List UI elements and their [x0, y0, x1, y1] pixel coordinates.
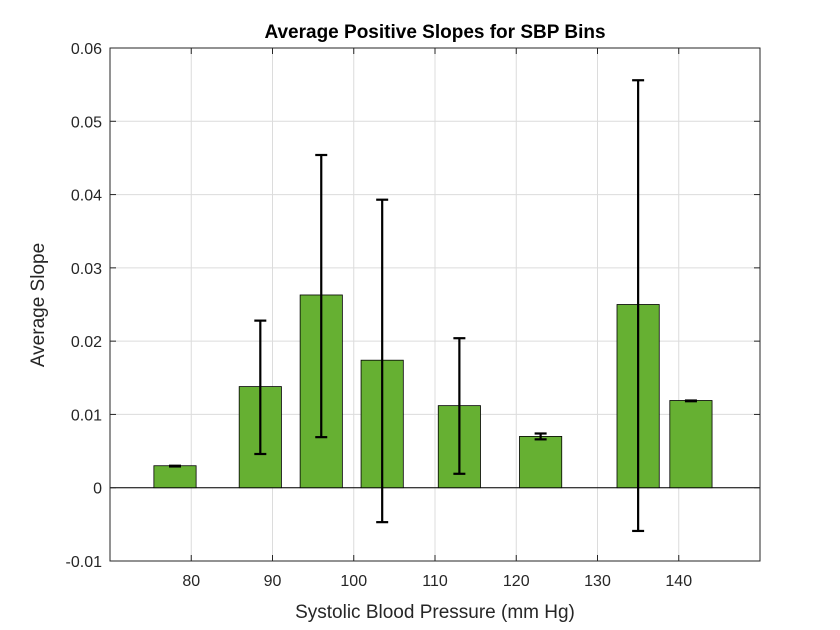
- grid: [110, 47, 760, 562]
- bar: [153, 465, 197, 489]
- x-tick-label: 100: [340, 573, 367, 590]
- y-tick-label: 0.01: [71, 407, 102, 424]
- x-tick-label: 140: [665, 573, 692, 590]
- bar: [669, 400, 713, 489]
- y-tick-label: 0.05: [71, 114, 102, 131]
- bar: [519, 436, 563, 489]
- y-tick-label: -0.01: [66, 554, 103, 571]
- x-tick-label: 90: [264, 573, 282, 590]
- y-axis-label: Average Slope: [28, 243, 49, 367]
- y-tick-label: 0: [93, 481, 102, 498]
- y-tick-label: 0.06: [71, 41, 102, 58]
- ticks: 80 90 100 110 120 130 140 -0.01 0 0.01 0.02 0.03 0.0…: [66, 41, 760, 590]
- error-bars: [169, 79, 697, 533]
- x-tick-label: 80: [182, 573, 200, 590]
- y-tick-label: 0.03: [71, 261, 102, 278]
- x-tick-label: 130: [584, 573, 611, 590]
- x-tick-label: 120: [503, 573, 530, 590]
- y-tick-label: 0.02: [71, 334, 102, 351]
- x-tick-label: 110: [422, 573, 448, 590]
- x-axis-label: Systolic Blood Pressure (mm Hg): [295, 602, 575, 623]
- chart-title: Average Positive Slopes for SBP Bins: [264, 22, 605, 43]
- y-tick-label: 0.04: [71, 188, 102, 205]
